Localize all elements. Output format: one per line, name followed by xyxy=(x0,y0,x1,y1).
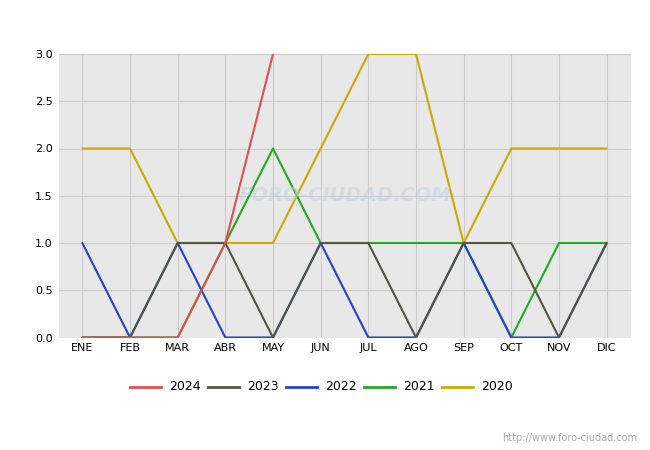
Text: 2020: 2020 xyxy=(481,381,513,393)
Text: Matriculaciones de Vehículos en Os Blancos: Matriculaciones de Vehículos en Os Blanc… xyxy=(144,14,506,32)
Text: http://www.foro-ciudad.com: http://www.foro-ciudad.com xyxy=(502,433,637,443)
Text: 2023: 2023 xyxy=(247,381,279,393)
Text: FORO-CIUDAD.COM: FORO-CIUDAD.COM xyxy=(238,186,451,205)
Text: 2022: 2022 xyxy=(325,381,357,393)
Text: 2024: 2024 xyxy=(169,381,201,393)
Text: 2021: 2021 xyxy=(403,381,435,393)
